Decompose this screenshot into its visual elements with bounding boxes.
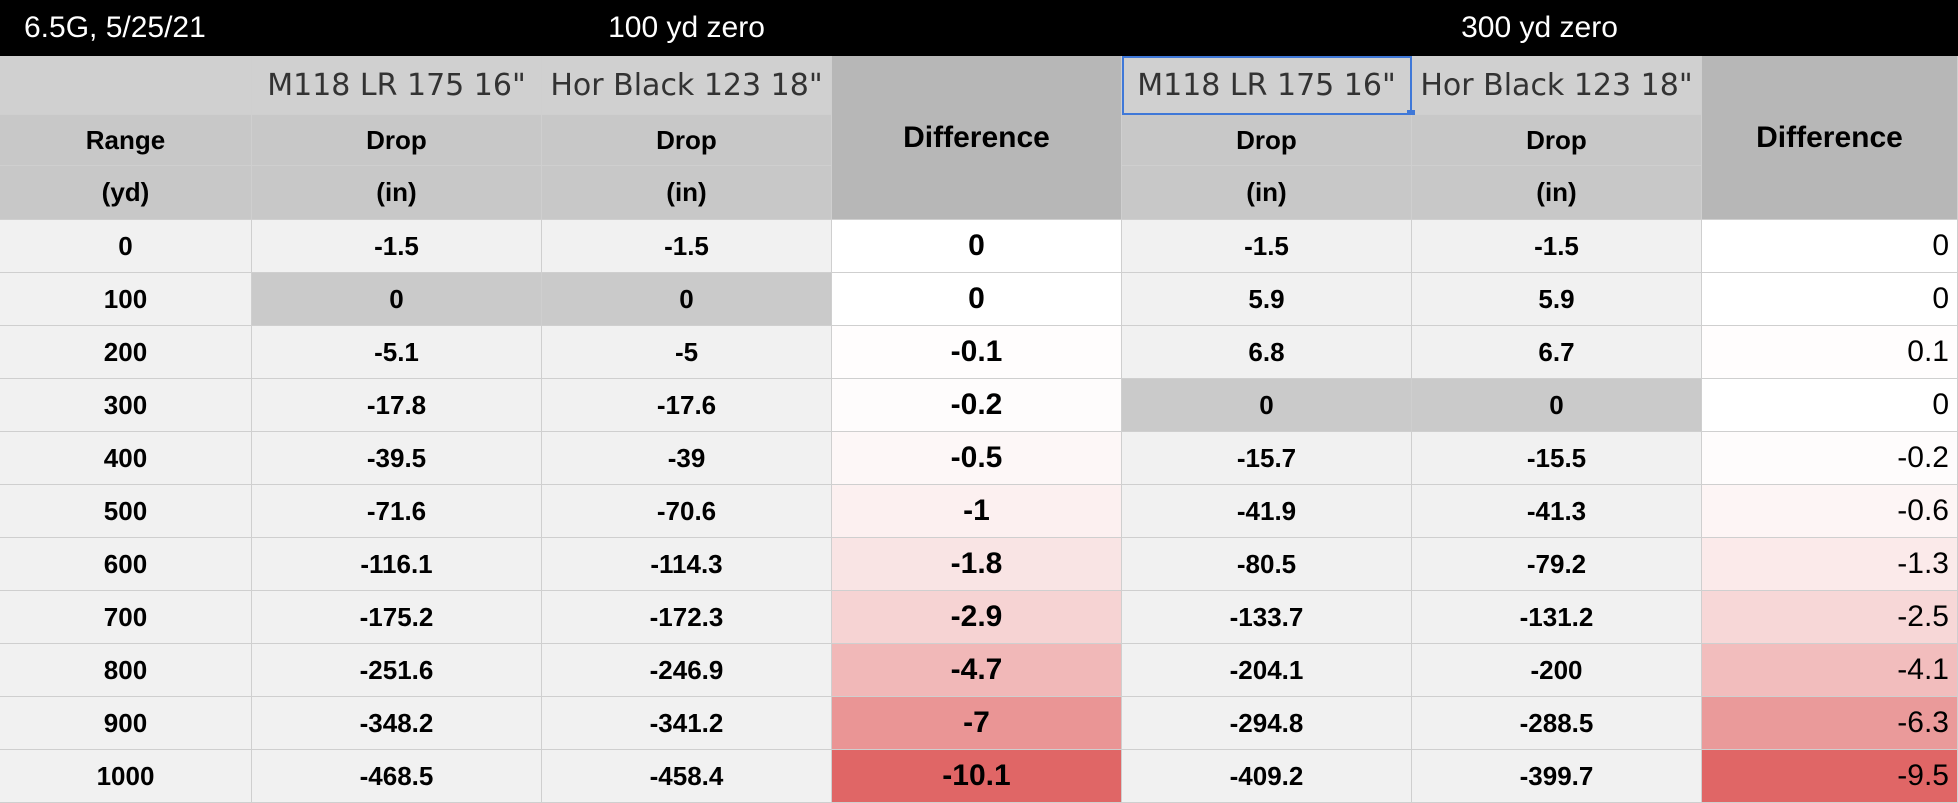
selection-fill-handle[interactable] xyxy=(1407,110,1415,118)
difference-cell-100[interactable]: -1.8 xyxy=(832,538,1122,591)
drop-header[interactable]: Drop xyxy=(542,115,832,166)
difference-cell-100[interactable]: -2.9 xyxy=(832,591,1122,644)
drop-header[interactable]: Drop xyxy=(252,115,542,166)
drop-cell-horblack-300[interactable]: -1.5 xyxy=(1412,220,1702,273)
drop-cell-m118-300[interactable]: -80.5 xyxy=(1122,538,1412,591)
range-cell[interactable]: 800 xyxy=(0,644,252,697)
drop-cell-horblack-300[interactable]: 0 xyxy=(1412,379,1702,432)
difference-cell-300[interactable]: 0 xyxy=(1702,273,1958,326)
drop-cell-horblack-100[interactable]: -246.9 xyxy=(542,644,832,697)
drop-cell-m118-100[interactable]: 0 xyxy=(252,273,542,326)
drop-header[interactable]: Drop xyxy=(1412,115,1702,166)
drop-cell-horblack-100[interactable]: -70.6 xyxy=(542,485,832,538)
range-header[interactable]: Range xyxy=(0,115,252,166)
difference-cell-300[interactable]: 0.1 xyxy=(1702,326,1958,379)
drop-cell-horblack-100[interactable]: -5 xyxy=(542,326,832,379)
drop-cell-horblack-100[interactable]: -341.2 xyxy=(542,697,832,750)
drop-cell-m118-300[interactable]: -15.7 xyxy=(1122,432,1412,485)
drop-cell-m118-100[interactable]: -17.8 xyxy=(252,379,542,432)
drop-unit-header[interactable]: (in) xyxy=(1412,166,1702,220)
drop-cell-horblack-300[interactable]: -15.5 xyxy=(1412,432,1702,485)
drop-cell-m118-300[interactable]: 6.8 xyxy=(1122,326,1412,379)
difference-cell-300[interactable]: -2.5 xyxy=(1702,591,1958,644)
drop-cell-m118-100[interactable]: -348.2 xyxy=(252,697,542,750)
drop-cell-m118-100[interactable]: -39.5 xyxy=(252,432,542,485)
drop-cell-m118-300[interactable]: 0 xyxy=(1122,379,1412,432)
difference-cell-300[interactable]: 0 xyxy=(1702,220,1958,273)
load-name-horblack-100[interactable]: Hor Black 123 18" xyxy=(542,56,832,115)
drop-cell-m118-300[interactable]: -133.7 xyxy=(1122,591,1412,644)
zero-group-100yd[interactable]: 100 yd zero xyxy=(252,0,1122,56)
range-cell[interactable]: 600 xyxy=(0,538,252,591)
range-cell[interactable]: 100 xyxy=(0,273,252,326)
drop-cell-horblack-300[interactable]: 6.7 xyxy=(1412,326,1702,379)
title-cell[interactable]: 6.5G, 5/25/21 xyxy=(0,0,252,56)
load-name-m118-100[interactable]: M118 LR 175 16" xyxy=(252,56,542,115)
drop-cell-m118-300[interactable]: -409.2 xyxy=(1122,750,1412,803)
drop-unit-header[interactable]: (in) xyxy=(252,166,542,220)
range-cell[interactable]: 700 xyxy=(0,591,252,644)
drop-cell-horblack-100[interactable]: -172.3 xyxy=(542,591,832,644)
drop-cell-m118-100[interactable]: -251.6 xyxy=(252,644,542,697)
range-cell[interactable]: 1000 xyxy=(0,750,252,803)
difference-cell-100[interactable]: -0.1 xyxy=(832,326,1122,379)
difference-cell-100[interactable]: -0.2 xyxy=(832,379,1122,432)
drop-cell-horblack-100[interactable]: -458.4 xyxy=(542,750,832,803)
drop-cell-m118-100[interactable]: -5.1 xyxy=(252,326,542,379)
drop-cell-horblack-300[interactable]: -200 xyxy=(1412,644,1702,697)
range-cell[interactable]: 200 xyxy=(0,326,252,379)
difference-cell-300[interactable]: -4.1 xyxy=(1702,644,1958,697)
difference-header-100[interactable]: Difference xyxy=(832,56,1122,220)
difference-cell-300[interactable]: -9.5 xyxy=(1702,750,1958,803)
drop-cell-horblack-100[interactable]: -17.6 xyxy=(542,379,832,432)
drop-cell-horblack-100[interactable]: -1.5 xyxy=(542,220,832,273)
drop-unit-header[interactable]: (in) xyxy=(542,166,832,220)
drop-cell-horblack-100[interactable]: -39 xyxy=(542,432,832,485)
header-blank-cell[interactable] xyxy=(0,56,252,115)
load-name-horblack-300[interactable]: Hor Black 123 18" xyxy=(1412,56,1702,115)
difference-cell-100[interactable]: 0 xyxy=(832,273,1122,326)
range-cell[interactable]: 500 xyxy=(0,485,252,538)
difference-cell-300[interactable]: -6.3 xyxy=(1702,697,1958,750)
drop-cell-m118-100[interactable]: -116.1 xyxy=(252,538,542,591)
range-cell[interactable]: 400 xyxy=(0,432,252,485)
range-cell[interactable]: 900 xyxy=(0,697,252,750)
drop-cell-horblack-300[interactable]: -288.5 xyxy=(1412,697,1702,750)
load-name-m118-300[interactable]: M118 LR 175 16" xyxy=(1122,56,1412,115)
drop-cell-horblack-300[interactable]: -399.7 xyxy=(1412,750,1702,803)
drop-cell-m118-100[interactable]: -1.5 xyxy=(252,220,542,273)
drop-unit-header[interactable]: (in) xyxy=(1122,166,1412,220)
range-cell[interactable]: 300 xyxy=(0,379,252,432)
drop-cell-horblack-300[interactable]: 5.9 xyxy=(1412,273,1702,326)
drop-cell-m118-100[interactable]: -175.2 xyxy=(252,591,542,644)
drop-cell-horblack-100[interactable]: -114.3 xyxy=(542,538,832,591)
drop-cell-m118-300[interactable]: -41.9 xyxy=(1122,485,1412,538)
drop-cell-m118-100[interactable]: -71.6 xyxy=(252,485,542,538)
drop-header[interactable]: Drop xyxy=(1122,115,1412,166)
drop-cell-horblack-300[interactable]: -41.3 xyxy=(1412,485,1702,538)
difference-cell-300[interactable]: -1.3 xyxy=(1702,538,1958,591)
difference-cell-100[interactable]: -4.7 xyxy=(832,644,1122,697)
drop-cell-horblack-100[interactable]: 0 xyxy=(542,273,832,326)
drop-cell-m118-300[interactable]: 5.9 xyxy=(1122,273,1412,326)
range-cell[interactable]: 0 xyxy=(0,220,252,273)
difference-cell-100[interactable]: -10.1 xyxy=(832,750,1122,803)
difference-cell-100[interactable]: 0 xyxy=(832,220,1122,273)
range-unit-header[interactable]: (yd) xyxy=(0,166,252,220)
zero-group-300yd[interactable]: 300 yd zero xyxy=(1122,0,1958,56)
difference-cell-300[interactable]: -0.2 xyxy=(1702,432,1958,485)
difference-cell-300[interactable]: -0.6 xyxy=(1702,485,1958,538)
difference-cell-100[interactable]: -0.5 xyxy=(832,432,1122,485)
drop-cell-m118-300[interactable]: -204.1 xyxy=(1122,644,1412,697)
drop-cell-horblack-300[interactable]: -131.2 xyxy=(1412,591,1702,644)
difference-header-300[interactable]: Difference xyxy=(1702,56,1958,220)
difference-cell-100[interactable]: -7 xyxy=(832,697,1122,750)
drop-cell-m118-300[interactable]: -294.8 xyxy=(1122,697,1412,750)
difference-cell-100[interactable]: -1 xyxy=(832,485,1122,538)
drop-cell-horblack-300[interactable]: -79.2 xyxy=(1412,538,1702,591)
drop-cell-m118-300[interactable]: -1.5 xyxy=(1122,220,1412,273)
difference-cell-300[interactable]: 0 xyxy=(1702,379,1958,432)
drop-cell-m118-100[interactable]: -468.5 xyxy=(252,750,542,803)
